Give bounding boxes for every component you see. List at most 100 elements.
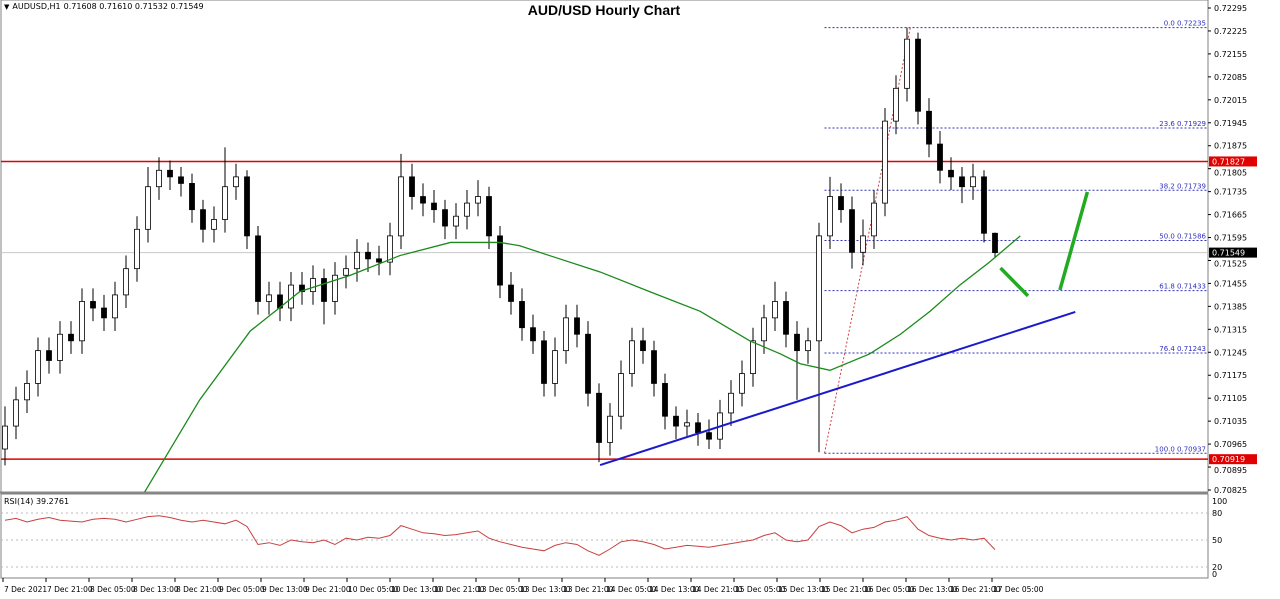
candle-body: [101, 307, 107, 319]
candle-body: [552, 350, 558, 384]
rsi-tick-label: 0: [1212, 570, 1217, 579]
candle-body: [728, 392, 734, 414]
candle-body: [981, 176, 987, 234]
time-tick-label: 13 Dec 21:00: [563, 585, 614, 594]
time-tick-label: 14 Dec 21:00: [692, 585, 743, 594]
price-label: 0.70919: [1212, 455, 1245, 464]
candle-body: [827, 196, 833, 237]
candle-body: [486, 196, 492, 237]
candle-body: [816, 235, 822, 342]
candle-body: [189, 183, 195, 211]
fib-level-label: 100.0 0.70937: [1155, 445, 1206, 453]
candle-body: [79, 301, 85, 342]
candle-body: [530, 327, 536, 342]
time-tick-label: 16 Dec 21:00: [950, 585, 1001, 594]
price-label: 0.71549: [1212, 249, 1245, 258]
candle-body: [343, 268, 349, 276]
rsi-tick-label: 100: [1212, 497, 1227, 506]
candle-body: [497, 235, 503, 286]
candle-body: [838, 196, 844, 211]
triangle-down-icon[interactable]: ▼: [4, 2, 10, 11]
candle-body: [794, 333, 800, 352]
candle-body: [992, 232, 998, 254]
candle-body: [431, 202, 437, 211]
candle-body: [607, 415, 613, 443]
candle-body: [68, 333, 74, 342]
chart-title: AUD/USD Hourly Chart: [527, 2, 681, 18]
time-tick-label: 15 Dec 21:00: [821, 585, 872, 594]
candle-body: [574, 317, 580, 335]
candle-body: [761, 317, 767, 342]
candle-body: [563, 317, 569, 352]
rsi-line: [4, 515, 996, 556]
time-tick-label: 10 Dec 05:00: [348, 585, 399, 594]
time-tick-label: 7 Dec 21:00: [47, 585, 93, 594]
rsi-tick-label: 50: [1212, 536, 1222, 545]
candle-body: [541, 340, 547, 384]
price-tick-label: 0.71735: [1214, 188, 1247, 197]
candle-body: [640, 340, 646, 352]
fib-level-label: 61.8 0.71433: [1159, 283, 1206, 291]
candle-body: [871, 202, 877, 237]
price-tick-label: 0.71455: [1214, 279, 1247, 288]
symbol-label: AUDUSD,H1: [12, 2, 61, 11]
candle-body: [860, 235, 866, 253]
candle-body: [585, 333, 591, 394]
candle-body: [354, 251, 360, 270]
time-tick-label: 15 Dec 13:00: [778, 585, 829, 594]
price-tick-label: 0.72225: [1214, 27, 1247, 36]
candle-body: [629, 340, 635, 374]
time-tick-label: 9 Dec 05:00: [219, 585, 265, 594]
candle-body: [233, 176, 239, 188]
candle-body: [442, 209, 448, 227]
candle-body: [244, 176, 250, 237]
candle-body: [57, 333, 63, 361]
fib-level-label: 23.6 0.71929: [1159, 120, 1206, 128]
time-tick-label: 16 Dec 05:00: [864, 585, 915, 594]
candle-body: [310, 278, 316, 293]
time-tick-label: 8 Dec 21:00: [176, 585, 222, 594]
price-tick-label: 0.71875: [1214, 142, 1247, 151]
candle-body: [398, 176, 404, 237]
price-tick-label: 0.70825: [1214, 486, 1247, 495]
candle-body: [750, 340, 756, 374]
candle-body: [618, 373, 624, 417]
time-tick-label: 9 Dec 13:00: [262, 585, 308, 594]
projection-arrow-line: [1058, 191, 1090, 291]
time-tick-label: 17 Dec 05:00: [993, 585, 1044, 594]
support-trendline: [599, 311, 1076, 467]
candle-body: [673, 415, 679, 427]
candle-body: [200, 209, 206, 230]
candle-body: [849, 209, 855, 253]
candle-body: [376, 258, 382, 263]
candle-body: [453, 215, 459, 227]
fib-level-label: 50.0 0.71586: [1159, 232, 1206, 240]
time-tick-label: 15 Dec 05:00: [735, 585, 786, 594]
candle-body: [475, 196, 481, 204]
candle-body: [970, 176, 976, 188]
rsi-tick-label: 80: [1212, 509, 1222, 518]
candle-body: [365, 251, 371, 260]
candle-body: [695, 422, 701, 434]
candle-body: [222, 186, 228, 220]
candle-body: [662, 383, 668, 417]
candle-body: [684, 422, 690, 427]
candle-body: [739, 373, 745, 394]
candle-body: [178, 176, 184, 184]
main-plot-frame: [0, 0, 1209, 493]
candle-body: [145, 186, 151, 230]
price-tick-label: 0.71105: [1214, 394, 1247, 403]
price-label: 0.71827: [1212, 157, 1245, 166]
candle-body: [255, 235, 261, 302]
time-tick-label: 9 Dec 21:00: [305, 585, 351, 594]
price-tick-label: 0.71805: [1214, 168, 1247, 177]
price-tick-label: 0.71315: [1214, 325, 1247, 334]
candle-body: [211, 219, 217, 230]
time-tick-label: 16 Dec 13:00: [907, 585, 958, 594]
candle-body: [167, 169, 173, 178]
time-tick-label: 10 Dec 21:00: [434, 585, 485, 594]
candle-body: [959, 176, 965, 188]
ohlc-readout: 0.71608 0.71610 0.71532 0.71549: [63, 2, 204, 11]
rsi-tick-label: 20: [1212, 563, 1222, 572]
price-tick-label: 0.71525: [1214, 260, 1247, 269]
